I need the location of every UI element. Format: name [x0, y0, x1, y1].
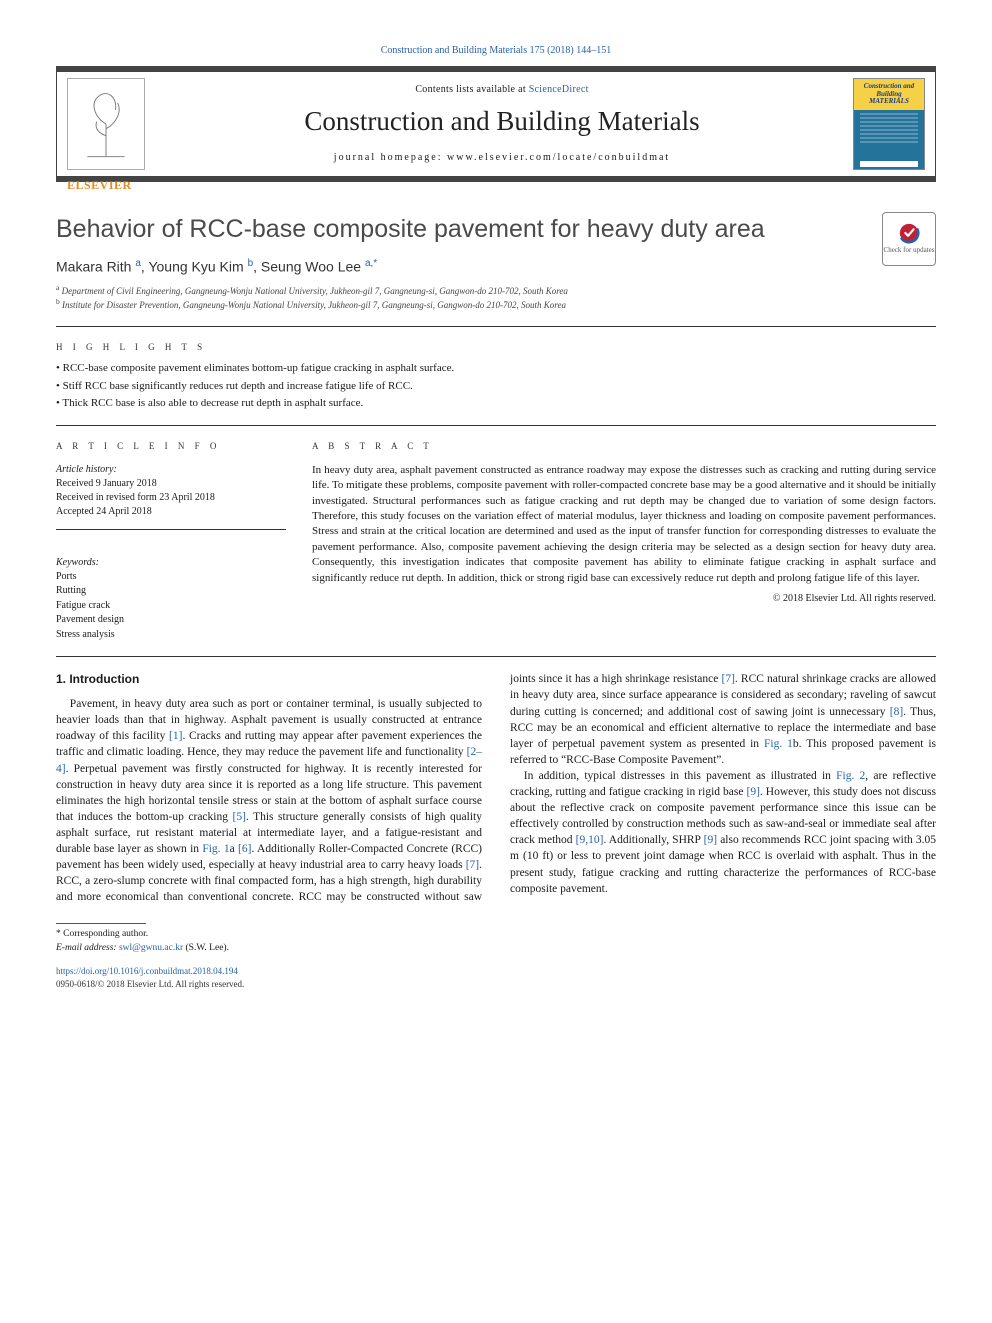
availability-line: Contents lists available at ScienceDirec…: [151, 83, 853, 97]
article-info-heading: a r t i c l e i n f o: [56, 440, 286, 453]
publisher-wordmark: ELSEVIER: [67, 177, 132, 194]
citation-link[interactable]: [7]: [722, 673, 735, 685]
history-revised: Received in revised form 23 April 2018: [56, 491, 286, 505]
email-link[interactable]: swl@gwnu.ac.kr: [119, 943, 183, 953]
history-received: Received 9 January 2018: [56, 477, 286, 491]
crossmark-badge[interactable]: Check for updates: [882, 212, 936, 266]
keyword-item: Rutting: [56, 584, 286, 599]
citation-link[interactable]: [9]: [704, 834, 717, 846]
body-two-column: 1. Introduction Pavement, in heavy duty …: [56, 671, 936, 905]
journal-masthead: Contents lists available at ScienceDirec…: [56, 66, 936, 182]
keyword-item: Ports: [56, 570, 286, 585]
journal-title: Construction and Building Materials: [151, 103, 853, 141]
corresponding-author-footnote: * Corresponding author. E-mail address: …: [56, 928, 936, 955]
availability-prefix: Contents lists available at: [415, 84, 528, 95]
journal-cover-thumbnail: Construction and Building MATERIALS: [853, 78, 925, 170]
doi-link[interactable]: https://doi.org/10.1016/j.conbuildmat.20…: [56, 965, 936, 978]
publisher-logo: [67, 78, 151, 170]
elsevier-tree-icon: [67, 78, 145, 170]
email-tail: (S.W. Lee).: [183, 943, 229, 953]
article-title: Behavior of RCC-base composite pavement …: [56, 212, 882, 247]
rule: [56, 656, 936, 657]
journal-homepage: journal homepage: www.elsevier.com/locat…: [151, 151, 853, 165]
abstract-column: a b s t r a c t In heavy duty area, asph…: [312, 440, 936, 642]
history-label: Article history:: [56, 463, 286, 477]
figure-link[interactable]: Fig. 2: [836, 770, 865, 782]
email-label: E-mail address:: [56, 943, 119, 953]
abstract-copyright: © 2018 Elsevier Ltd. All rights reserved…: [312, 592, 936, 606]
citation-link[interactable]: [9,10]: [576, 834, 604, 846]
highlight-item: Stiff RCC base significantly reduces rut…: [56, 379, 936, 394]
sciencedirect-link[interactable]: ScienceDirect: [529, 84, 589, 95]
footnote-rule: [56, 923, 146, 924]
rule: [56, 425, 936, 426]
citation-link[interactable]: [6]: [238, 843, 251, 855]
abstract-text: In heavy duty area, asphalt pavement con…: [312, 463, 936, 586]
highlight-item: Thick RCC base is also able to decrease …: [56, 396, 936, 411]
keyword-item: Stress analysis: [56, 628, 286, 643]
citation-link[interactable]: [8]: [890, 706, 903, 718]
citation-link[interactable]: [9]: [746, 786, 759, 798]
author-list: Makara Rith a, Young Kyu Kim b, Seung Wo…: [56, 257, 882, 277]
highlight-item: RCC-base composite pavement eliminates b…: [56, 361, 936, 376]
intro-paragraph-2: In addition, typical distresses in this …: [510, 768, 936, 897]
history-accepted: Accepted 24 April 2018: [56, 505, 286, 519]
figure-link[interactable]: Fig. 1: [764, 738, 793, 750]
citation-ref-line: Construction and Building Materials 175 …: [56, 44, 936, 58]
keyword-item: Fatigue crack: [56, 599, 286, 614]
affiliations: a Department of Civil Engineering, Gangn…: [56, 283, 882, 311]
citation-link[interactable]: [1]: [169, 730, 182, 742]
crossmark-label: Check for updates: [884, 246, 935, 256]
keywords-label: Keywords:: [56, 556, 286, 570]
keywords-list: PortsRuttingFatigue crackPavement design…: [56, 570, 286, 643]
article-info-column: a r t i c l e i n f o Article history: R…: [56, 440, 286, 642]
info-divider: [56, 529, 286, 530]
affiliation-a: Department of Civil Engineering, Gangneu…: [62, 286, 568, 296]
figure-link[interactable]: Fig. 1: [202, 843, 229, 855]
footnote-marker: * Corresponding author.: [56, 928, 936, 941]
highlights-section: h i g h l i g h t s RCC-base composite p…: [56, 341, 936, 412]
rule: [56, 326, 936, 327]
section-1-heading: 1. Introduction: [56, 671, 482, 688]
citation-link[interactable]: [5]: [232, 811, 245, 823]
highlights-heading: h i g h l i g h t s: [56, 341, 936, 354]
cover-title: Construction and Building MATERIALS: [858, 83, 920, 106]
affiliation-b: Institute for Disaster Prevention, Gangn…: [62, 300, 566, 310]
abstract-heading: a b s t r a c t: [312, 440, 936, 453]
issn-copyright: 0950-0618/© 2018 Elsevier Ltd. All right…: [56, 978, 936, 991]
citation-link[interactable]: [7]: [466, 859, 479, 871]
keyword-item: Pavement design: [56, 613, 286, 628]
